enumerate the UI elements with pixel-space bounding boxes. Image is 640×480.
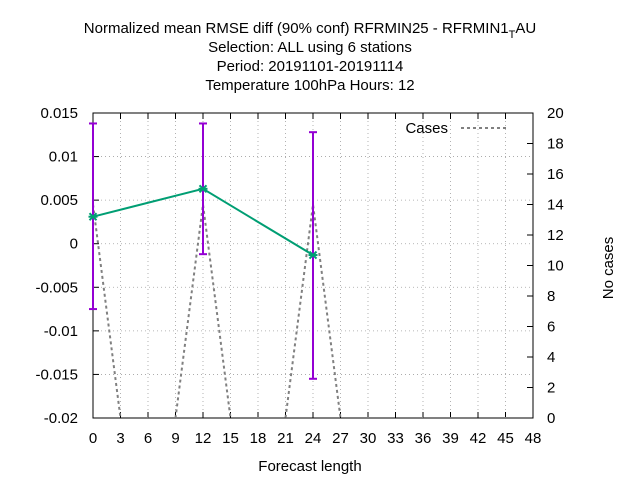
y-axis-ticks: 0.015 0.01 0.005 0 -0.005 -0.01 -0.015 -0.02	[35, 105, 99, 427]
x-tick-label: 42	[470, 430, 487, 447]
x-tick-label: 48	[525, 430, 542, 447]
y-tick-label: 0	[70, 236, 78, 253]
x-tick-label: 39	[442, 430, 459, 447]
y2-tick-label: 14	[547, 197, 564, 214]
x-tick-label: 18	[250, 430, 267, 447]
y2-tick-label: 12	[547, 227, 564, 244]
y-tick-label: -0.005	[35, 279, 78, 296]
x-axis-label: Forecast length	[258, 458, 361, 475]
error-bars	[89, 122, 317, 380]
x-tick-label: 27	[332, 430, 349, 447]
title-line: Selection: ALL using 6 stations	[208, 39, 412, 56]
x-tick-label: 45	[497, 430, 514, 447]
x-axis-ticks: 0 3 6 9 12 15 18 21 24 27 30 33 36 39 42 45 48	[89, 113, 542, 447]
y2-tick-label: 4	[547, 349, 555, 366]
y-tick-label: 0.005	[40, 192, 78, 209]
y-tick-label: 0.01	[49, 149, 78, 166]
data-point	[198, 184, 208, 194]
x-tick-label: 0	[89, 430, 97, 447]
title-line: Period: 20191101-20191114	[217, 58, 404, 75]
y-tick-label: -0.015	[35, 366, 78, 383]
y-tick-label: 0.015	[40, 105, 78, 122]
chart-title: Normalized mean RMSE diff (90% conf) RFR…	[84, 20, 536, 94]
y2-tick-label: 20	[547, 105, 564, 122]
x-tick-label: 33	[387, 430, 404, 447]
x-tick-label: 12	[195, 430, 212, 447]
title-line: Normalized mean RMSE diff (90% conf) RFR…	[84, 20, 536, 41]
y2-axis-ticks: 0 2 4 6 8 10 12 14 16 18 20	[527, 105, 564, 427]
y-tick-label: -0.02	[44, 410, 78, 427]
x-tick-label: 21	[277, 430, 294, 447]
legend: Cases	[405, 120, 506, 137]
y2-tick-label: 16	[547, 166, 564, 183]
rmse-diff-series	[88, 184, 318, 260]
y-tick-label: -0.01	[44, 323, 78, 340]
x-tick-label: 9	[171, 430, 179, 447]
x-tick-label: 30	[360, 430, 377, 447]
x-tick-label: 24	[305, 430, 322, 447]
x-tick-label: 15	[222, 430, 239, 447]
x-tick-label: 36	[415, 430, 432, 447]
y2-tick-label: 0	[547, 410, 555, 427]
title-subscript: T	[509, 29, 516, 41]
y2-tick-label: 6	[547, 319, 555, 336]
y2-tick-label: 2	[547, 380, 555, 397]
data-point	[308, 250, 318, 260]
y2-axis-label: No cases	[600, 237, 617, 300]
title-tail: AU	[515, 20, 536, 37]
x-tick-label: 6	[144, 430, 152, 447]
legend-label: Cases	[405, 120, 448, 137]
title-line: Temperature 100hPa Hours: 12	[205, 77, 414, 94]
y2-tick-label: 18	[547, 136, 564, 153]
x-tick-label: 3	[116, 430, 124, 447]
y2-tick-label: 8	[547, 288, 555, 305]
data-point	[88, 212, 98, 221]
title-main: Normalized mean RMSE diff (90% conf) RFR…	[84, 20, 509, 37]
y2-tick-label: 10	[547, 258, 564, 275]
